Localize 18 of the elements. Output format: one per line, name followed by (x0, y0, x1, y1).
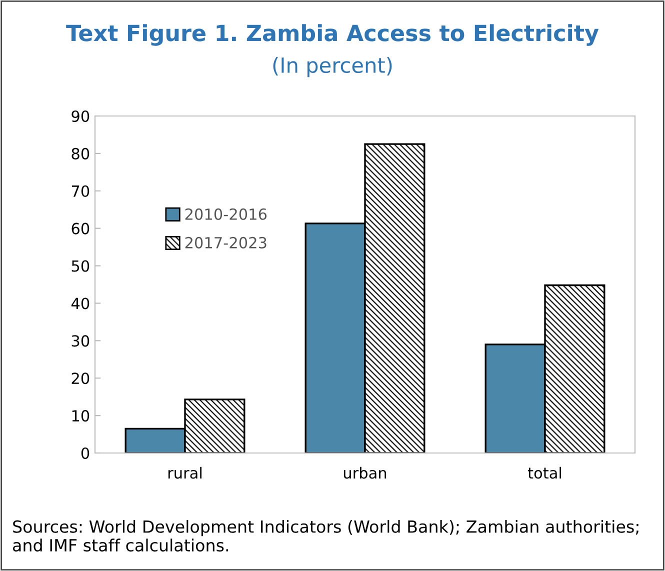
y-tick-label: 60 (72, 222, 90, 234)
x-tick-label: urban (344, 466, 386, 479)
legend-label: 2010-2016 (185, 208, 267, 220)
chart-title: Text Figure 1. Zambia Access to Electricity (66, 24, 599, 46)
y-tick-label: 90 (72, 110, 90, 122)
legend-label: 2017-2023 (185, 236, 266, 248)
y-tick-label: 10 (72, 410, 90, 422)
y-tick-label: 50 (72, 260, 90, 272)
y-tick-label: 40 (71, 298, 90, 310)
source-note: Sources: World Development Indicators (World Bank); Zambian authorities; and IMF staff calculations. (13, 520, 638, 552)
y-tick-label: 30 (72, 335, 90, 347)
y-tick-label: 80 (72, 148, 90, 160)
x-tick-label: total (528, 466, 562, 479)
y-tick-label: 0 (81, 447, 90, 460)
y-tick-label: 20 (72, 372, 90, 384)
x-tick-label: rural (168, 466, 202, 479)
chart-subtitle: (In percent) (273, 56, 392, 78)
y-tick-label: 70 (72, 185, 90, 197)
